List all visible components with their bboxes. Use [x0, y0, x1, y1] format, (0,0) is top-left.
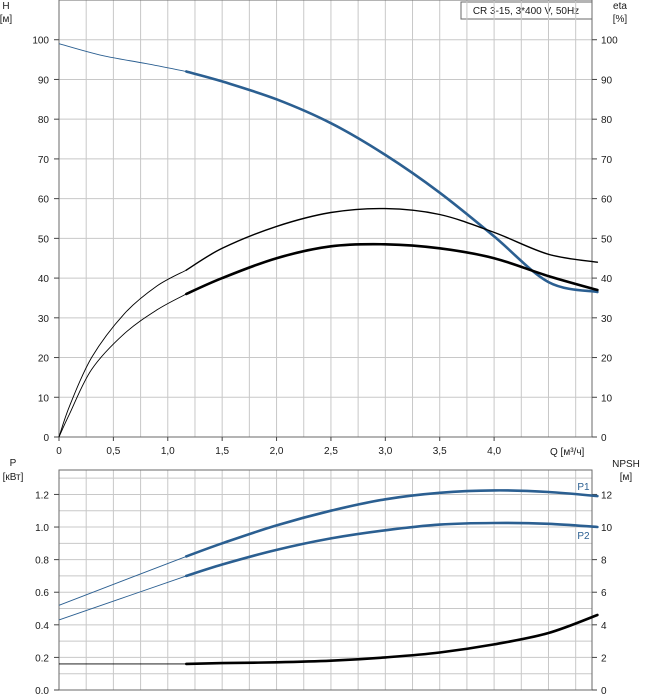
- y-tick-label-left: 1.2: [35, 490, 49, 501]
- y-tick-label-left: 50: [38, 234, 50, 245]
- x-tick-label: 1,5: [215, 446, 229, 457]
- y-tick-label-right: 12: [601, 490, 613, 501]
- series-line: [185, 207, 599, 271]
- y-tick-label-right: 2: [601, 653, 607, 664]
- y-tick-label-left: 70: [38, 155, 50, 166]
- x-tick-label: 2,0: [270, 446, 284, 457]
- upper-left-label-1: H: [2, 1, 9, 12]
- upper-plot-frame: [58, 0, 593, 438]
- series-line-thin: [58, 575, 187, 621]
- series-line-thin: [58, 555, 187, 606]
- y-tick-label-left: 0: [43, 433, 49, 444]
- upper-left-label-2: [м]: [0, 14, 12, 25]
- series-label: P2: [577, 531, 590, 542]
- y-tick-label-right: 30: [601, 314, 613, 325]
- y-tick-label-right: 20: [601, 354, 613, 365]
- y-tick-label-right: 0: [601, 433, 607, 444]
- upper-right-label-1: eta: [613, 1, 627, 12]
- y-tick-label-left: 0.8: [35, 556, 49, 567]
- x-tick-label: 1,0: [161, 446, 175, 457]
- model-label: CR 3-15, 3*400 V, 50Hz: [473, 6, 579, 17]
- y-tick-label-left: 0.2: [35, 653, 49, 664]
- series-line: [185, 521, 599, 578]
- x-tick-label: 0,5: [106, 446, 120, 457]
- y-tick-label-left: 0.0: [35, 686, 49, 697]
- y-tick-label-right: 100: [601, 36, 618, 47]
- y-tick-label-right: 6: [601, 588, 607, 599]
- series-line: [185, 489, 599, 558]
- y-tick-label-right: 50: [601, 234, 613, 245]
- y-tick-label-left: 60: [38, 195, 50, 206]
- lower-right-label-1: NPSH: [612, 459, 640, 470]
- y-tick-label-left: 90: [38, 75, 50, 86]
- series-line-thin: [58, 269, 187, 438]
- y-tick-label-left: 0.4: [35, 621, 49, 632]
- series-label: P1: [577, 482, 590, 493]
- y-tick-label-left: 10: [38, 393, 50, 404]
- lower-left-label-1: P: [10, 458, 17, 469]
- y-tick-label-right: 4: [601, 621, 607, 632]
- y-tick-label-left: 0.6: [35, 588, 49, 599]
- y-tick-label-right: 10: [601, 393, 613, 404]
- y-tick-label-right: 8: [601, 556, 607, 567]
- series-line: [185, 242, 599, 296]
- x-axis-label: Q [м³/ч]: [550, 447, 585, 458]
- lower-left-label-2: [кВт]: [3, 472, 24, 483]
- y-tick-label-left: 30: [38, 314, 50, 325]
- y-tick-label-right: 0: [601, 686, 607, 697]
- x-tick-label: 2,5: [324, 446, 338, 457]
- x-tick-label: 3,5: [433, 446, 447, 457]
- series-line: [185, 613, 599, 666]
- lower-plot-frame: [58, 469, 593, 691]
- y-tick-label-left: 100: [32, 36, 49, 47]
- y-tick-label-left: 40: [38, 274, 50, 285]
- x-tick-label: 0: [56, 446, 62, 457]
- y-tick-label-right: 90: [601, 75, 613, 86]
- series-line-thin: [58, 293, 187, 438]
- y-tick-label-right: 70: [601, 155, 613, 166]
- series-line: [185, 70, 599, 294]
- x-tick-label: 3,0: [378, 446, 392, 457]
- y-tick-label-right: 10: [601, 523, 613, 534]
- model-label-box: CR 3-15, 3*400 V, 50Hz: [460, 1, 593, 20]
- y-tick-label-left: 20: [38, 354, 50, 365]
- x-tick-label: 4,0: [487, 446, 501, 457]
- series-line-thin: [58, 43, 187, 72]
- y-tick-label-right: 40: [601, 274, 613, 285]
- y-tick-label-right: 80: [601, 115, 613, 126]
- lower-right-label-2: [м]: [620, 472, 633, 483]
- y-tick-label-right: 60: [601, 195, 613, 206]
- y-tick-label-left: 1.0: [35, 523, 49, 534]
- y-tick-label-left: 80: [38, 115, 50, 126]
- upper-right-label-2: [%]: [613, 14, 628, 25]
